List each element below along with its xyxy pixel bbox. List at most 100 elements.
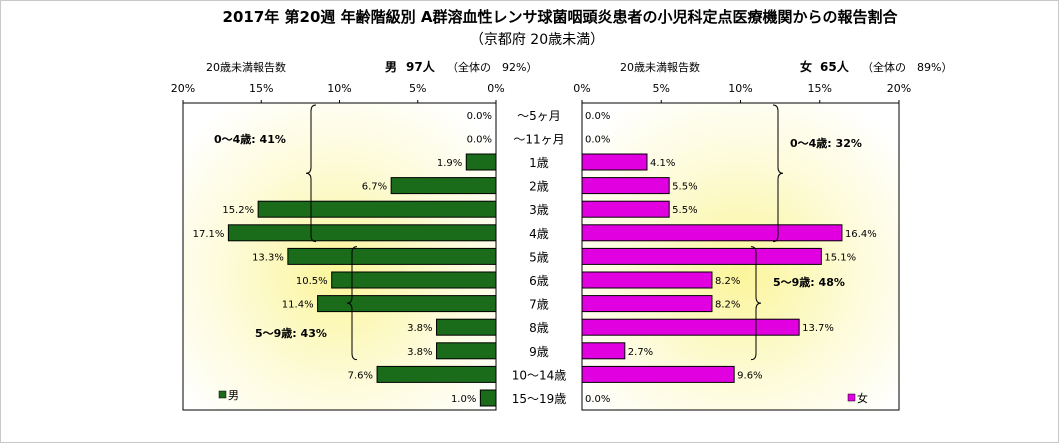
male-data-label: 11.4% [282, 300, 314, 311]
male-bars: 0.0% 0.0% 1.9% 6.7% 15.2% 17.1% 13.3% 10.5% 11.4… [193, 111, 497, 407]
female-bracket-0-4 [772, 104, 784, 243]
male-legend-label: 男 [228, 389, 239, 402]
male-data-label: 3.8% [407, 347, 432, 358]
female-bar [581, 318, 800, 336]
category-label: 9歳 [529, 345, 549, 359]
female-annotation-5-9: 5～9歳: 48% [773, 275, 845, 289]
female-bar [581, 200, 670, 218]
male-bracket-0-4 [305, 104, 317, 243]
female-data-label: 8.2% [715, 276, 740, 287]
female-legend-swatch [847, 393, 856, 402]
category-labels: ～5ヶ月 ～11ヶ月 1歳 2歳 3歳 4歳 5歳 6歳 7歳 8歳 9歳 10～14歳 15～19歳 [512, 109, 567, 406]
female-bar [581, 271, 713, 289]
male-header-gender: 男 [385, 60, 397, 74]
female-header-count: 65人 [820, 59, 850, 74]
category-label: 10～14歳 [512, 368, 567, 382]
female-data-label: 4.1% [650, 158, 675, 169]
male-legend-swatch [218, 390, 227, 399]
category-label: 8歳 [529, 321, 549, 335]
female-bar [581, 224, 843, 242]
category-label: 4歳 [529, 227, 549, 241]
female-data-label: 0.0% [585, 394, 610, 405]
category-label: 2歳 [529, 180, 549, 194]
male-data-label: 3.8% [407, 323, 432, 334]
female-bar [581, 295, 713, 313]
male-data-label: 13.3% [252, 252, 284, 263]
female-legend-label: 女 [857, 391, 868, 405]
female-data-label: 16.4% [845, 229, 877, 240]
male-header-label: 20歳未満報告数 [206, 61, 286, 74]
male-bar [479, 389, 497, 407]
male-bar [436, 342, 497, 360]
female-data-label: 13.7% [802, 323, 834, 334]
male-data-label: 10.5% [296, 276, 328, 287]
female-bar [581, 153, 648, 171]
female-data-label: 8.2% [715, 300, 740, 311]
male-bar [376, 365, 497, 383]
group-annotations: 0～4歳: 41% 5～9歳: 43% 0～4歳: 32% 5～9歳: 48% [214, 104, 862, 361]
category-label: ～11ヶ月 [513, 132, 564, 146]
category-label: 3歳 [529, 203, 549, 217]
male-data-label: 1.9% [437, 158, 462, 169]
female-header-share: （全体の 89%） [862, 60, 952, 74]
male-data-label: 6.7% [362, 182, 387, 193]
category-label: ～5ヶ月 [517, 109, 561, 123]
female-tick-label: 10% [728, 82, 752, 95]
male-tick-label: 0% [487, 82, 504, 95]
female-bracket-5-9 [750, 246, 762, 361]
female-bar [581, 247, 822, 265]
female-tick-label: 15% [808, 82, 832, 95]
chart-subtitle: （京都府 20歳未満） [470, 32, 604, 48]
male-tick-label: 5% [409, 82, 426, 95]
female-tick-label: 5% [653, 82, 670, 95]
female-data-label: 5.5% [672, 205, 697, 216]
female-bar [581, 342, 626, 360]
female-data-label: 9.6% [737, 370, 762, 381]
male-data-label: 1.0% [451, 394, 476, 405]
male-tick-label: 20% [171, 82, 195, 95]
male-bar [257, 200, 497, 218]
male-bar [287, 247, 497, 265]
male-tick-label: 15% [249, 82, 273, 95]
male-bar [436, 318, 497, 336]
male-data-label: 17.1% [193, 229, 225, 240]
female-bar [581, 177, 670, 195]
female-data-label: 0.0% [585, 134, 610, 145]
category-label: 6歳 [529, 274, 549, 288]
female-data-label: 0.0% [585, 111, 610, 122]
female-data-label: 5.5% [672, 182, 697, 193]
female-tick-label: 20% [887, 82, 911, 95]
male-data-label: 0.0% [467, 134, 492, 145]
male-annotation-5-9: 5～9歳: 43% [255, 326, 327, 340]
female-bars: 0.0% 0.0% 4.1% 5.5% 5.5% 16.4% 15.1% 8.2% 8.2% 13… [581, 111, 877, 405]
male-header-count: 97人 [406, 59, 436, 74]
female-axis-ticks: 0% 5% 10% 15% 20% [573, 82, 911, 103]
chart-title: 2017年 第20週 年齢階級別 A群溶血性レンサ球菌咽頭炎患者の小児科定点医療… [223, 8, 899, 26]
female-header-label: 20歳未満報告数 [620, 61, 700, 74]
female-data-label: 15.1% [824, 252, 856, 263]
male-bar [227, 224, 497, 242]
male-bar [331, 271, 497, 289]
male-tick-label: 10% [327, 82, 351, 95]
male-bracket-5-9 [346, 246, 358, 361]
female-bar [581, 365, 735, 383]
category-label: 15～19歳 [512, 392, 567, 406]
male-header-share: （全体の 92%） [447, 60, 537, 74]
male-bar [390, 177, 497, 195]
male-data-label: 0.0% [467, 111, 492, 122]
male-annotation-0-4: 0～4歳: 41% [214, 132, 286, 146]
female-annotation-0-4: 0～4歳: 32% [790, 136, 862, 150]
female-header-gender: 女 [800, 59, 812, 74]
category-label: 1歳 [529, 156, 549, 170]
category-label: 7歳 [529, 298, 549, 312]
female-tick-label: 0% [573, 82, 590, 95]
male-data-label: 15.2% [222, 205, 254, 216]
category-label: 5歳 [529, 250, 549, 264]
legends: 男女 [218, 389, 868, 405]
female-data-label: 2.7% [628, 347, 653, 358]
male-axis-ticks: 20% 15% 10% 5% 0% [171, 82, 505, 103]
male-bar [465, 153, 497, 171]
male-data-label: 7.6% [348, 370, 373, 381]
male-bar [317, 295, 497, 313]
